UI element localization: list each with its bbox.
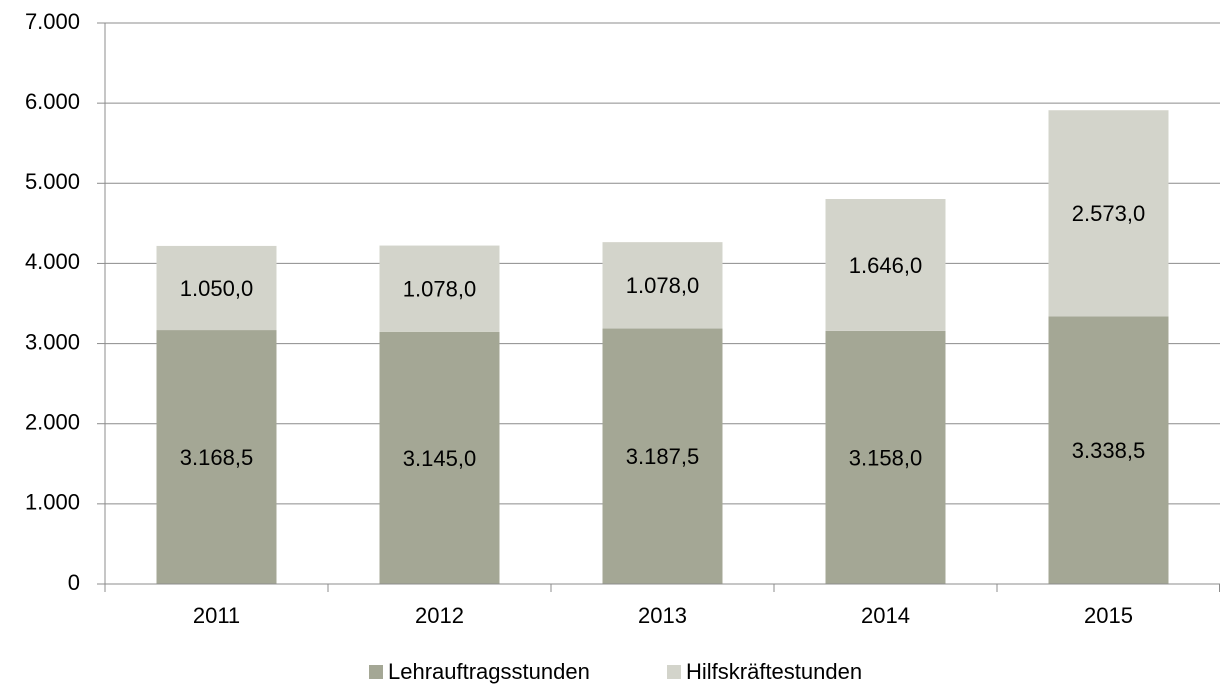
bar-segment [156,330,277,584]
legend-swatch [667,665,681,679]
bar-segment [1048,316,1169,584]
bar-segment [379,331,500,584]
y-tick-label: 2.000 [25,410,80,435]
y-tick-label: 6.000 [25,89,80,114]
data-label: 1.050,0 [180,276,253,301]
y-tick-label: 5.000 [25,169,80,194]
data-label: 3.338,5 [1072,438,1145,463]
data-label: 3.168,5 [180,445,253,470]
bar-segment [1048,110,1169,317]
data-label: 1.078,0 [626,273,699,298]
data-label: 1.078,0 [403,277,476,302]
bar-segment [602,242,723,329]
bar-segment [156,245,277,331]
y-tick-label: 1.000 [25,490,80,515]
y-tick-label: 7.000 [25,9,80,34]
x-tick-label: 2013 [638,603,687,628]
y-tick-label: 0 [68,570,80,595]
data-label: 1.646,0 [849,253,922,278]
bar-segment [825,330,946,584]
y-tick-label: 3.000 [25,329,80,354]
data-label: 3.187,5 [626,444,699,469]
x-tick-label: 2015 [1084,603,1133,628]
y-tick-label: 4.000 [25,249,80,274]
legend-label: Hilfskräftestunden [686,659,862,684]
data-label: 3.158,0 [849,445,922,470]
legend-label: Lehrauftragsstunden [388,659,590,684]
x-tick-label: 2014 [861,603,910,628]
data-label: 3.145,0 [403,446,476,471]
x-tick-label: 2011 [193,603,240,628]
bar-segment [602,328,723,584]
data-label: 2.573,0 [1072,201,1145,226]
legend-swatch [369,665,383,679]
x-tick-label: 2012 [415,603,464,628]
bar-segment [379,245,500,332]
bar-segment [825,198,946,331]
